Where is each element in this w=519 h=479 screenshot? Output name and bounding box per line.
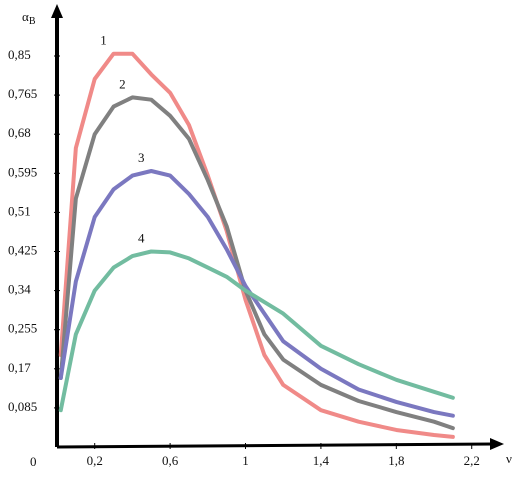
y-tick-label: 0,085 [8, 399, 37, 414]
y-axis-label: αB [22, 9, 36, 27]
x-axis [56, 442, 495, 449]
x-tick-label: 1,8 [388, 453, 404, 468]
x-tick-label: 2,2 [464, 453, 480, 468]
y-tick-label: 0,595 [8, 164, 37, 179]
series-line [58, 169, 455, 418]
y-tick-label: 0,765 [8, 86, 37, 101]
y-tick-label: 0,17 [8, 360, 31, 375]
y-tick-label: 0,255 [8, 321, 37, 336]
y-label-main: α [22, 9, 29, 24]
y-tick-label: 0,51 [8, 203, 31, 218]
x-tick-label: 0,6 [162, 453, 179, 468]
y-tick-label: 0,34 [8, 282, 31, 297]
y-tick-label: 0,425 [8, 242, 37, 257]
x-tick-label: 0,2 [87, 453, 103, 468]
series-line [58, 95, 455, 431]
series-label: 3 [138, 150, 145, 165]
x-tick-label: 1,4 [313, 453, 330, 468]
x-tick-label: 1 [242, 453, 249, 468]
y-arrow [51, 4, 63, 18]
x-arrow [490, 438, 504, 450]
y-label-sub: B [29, 16, 36, 27]
origin-label: 0 [30, 454, 37, 469]
y-tick-label: 0,85 [8, 47, 31, 62]
series-label: 2 [119, 76, 126, 91]
x-axis-label: ν [506, 451, 512, 466]
series-label: 1 [100, 33, 107, 48]
series-label: 4 [138, 230, 145, 245]
y-tick-label: 0,68 [8, 125, 31, 140]
series-line [58, 249, 455, 413]
